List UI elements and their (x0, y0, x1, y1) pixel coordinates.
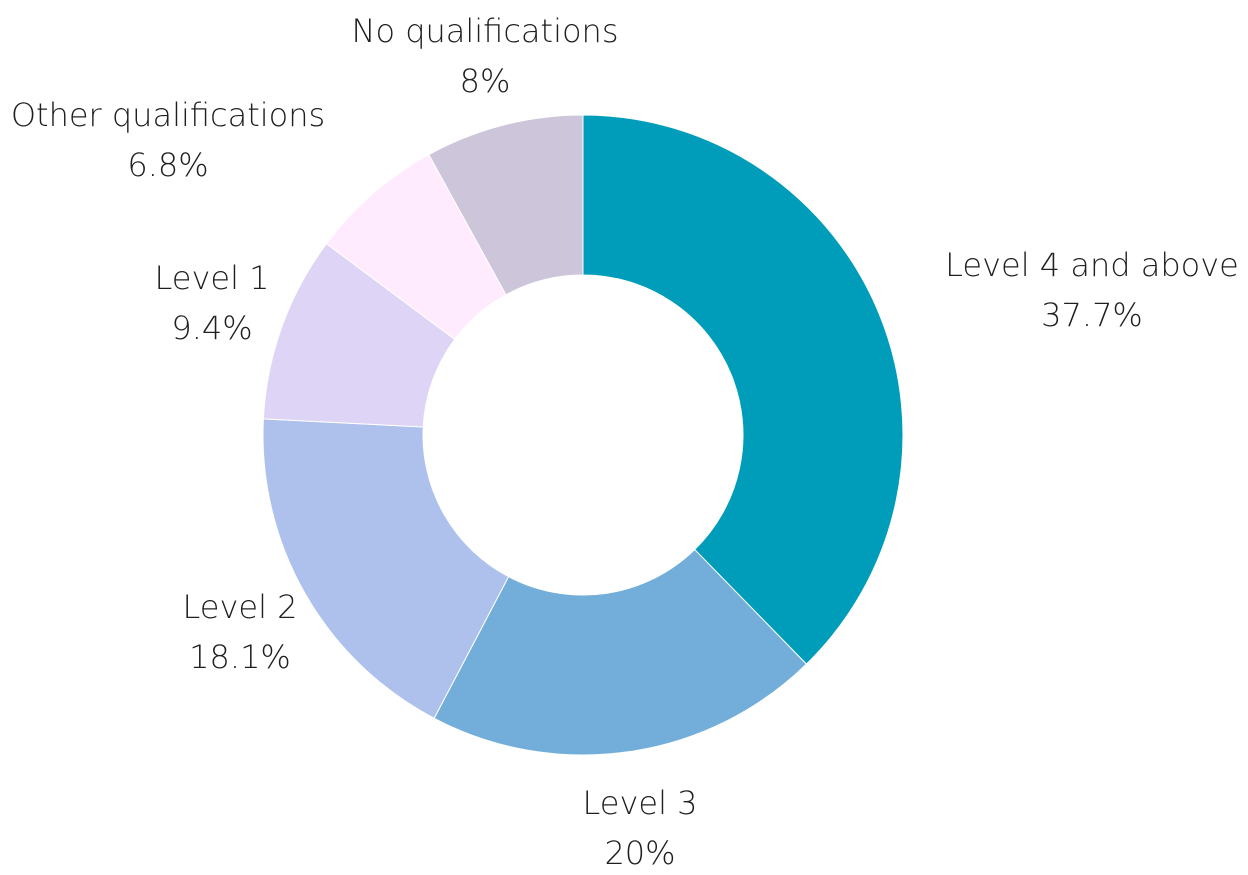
slice-value-label-level-2: 18.1% (189, 638, 291, 676)
slice-name-label-level-4-and-above: Level 4 and above (945, 246, 1239, 284)
slice-name-label-other-qualifications: Other qualifications (11, 96, 325, 134)
slice-value-label-level-3: 20% (604, 834, 675, 872)
slice-value-label-level-1: 9.4% (171, 309, 252, 347)
slice-name-label-level-3: Level 3 (583, 784, 698, 822)
slice-level-3 (433, 548, 808, 756)
labels-group: Level 4 and above 37.7% Level 3 20% Level 2 1… (11, 12, 1239, 872)
slice-value-label-other-qualifications: 6.8% (127, 146, 208, 184)
slices-group (262, 114, 904, 756)
slice-level-4-and-above (582, 114, 904, 665)
slice-no-qualifications (428, 114, 584, 296)
slice-value-label-no-qualifications: 8% (460, 62, 511, 100)
slice-name-label-level-2: Level 2 (183, 588, 298, 626)
slice-value-label-level-4-and-above: 37.7% (1041, 296, 1143, 334)
slice-name-label-no-qualifications: No qualifications (352, 12, 619, 50)
slice-level-2 (262, 418, 510, 719)
slice-name-label-level-1: Level 1 (155, 259, 270, 297)
